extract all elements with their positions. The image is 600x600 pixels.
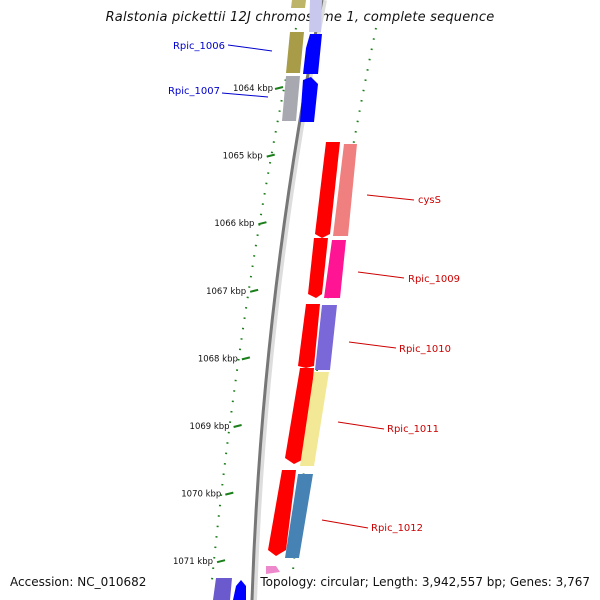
ruler-tick-1068 [241, 356, 251, 361]
gene-bottom-blue [233, 580, 246, 600]
ruler-tick-1067 [249, 288, 259, 293]
gene-leader-cysS [366, 194, 415, 201]
gene-rpic1006-khaki [286, 32, 304, 73]
ruler-label-1068: 1068 kbp [198, 354, 238, 364]
accession-text: Accession: NC_010682 [8, 575, 149, 589]
gene-leader-Rpic_1011 [337, 421, 385, 430]
ruler-tick-1070 [225, 491, 234, 496]
kbp-ruler: 1064 kbp 1065 kbp 1066 kbp 1067 kbp 1068 kbp… [173, 84, 284, 567]
gene-red-cyss [315, 142, 340, 238]
topology-summary: Topology: circular; Length: 3,942,557 bp… [258, 575, 592, 589]
ruler-tick-1069 [233, 424, 242, 428]
gene-bottom-slate [213, 578, 232, 600]
gene-rpic1007-grey [282, 76, 300, 121]
ruler-tick-1066 [258, 221, 267, 226]
ruler-label-1070: 1070 kbp [181, 490, 221, 500]
gene-rpic1006-blue [303, 34, 322, 74]
gene-pink-cyss [333, 144, 357, 236]
gene-leader-Rpic_1007 [221, 92, 269, 98]
gene-leader-Rpic_1010 [348, 341, 397, 349]
gene-label-cysS[interactable]: cysS [418, 195, 441, 206]
ruler-tick-1065 [266, 153, 275, 158]
ruler-label-1066: 1066 kbp [214, 219, 254, 229]
gene-labels: Rpic_1006 Rpic_1007 cysS Rpic_1009 Rpic_1010… [168, 41, 460, 534]
ruler-label-1067: 1067 kbp [206, 287, 246, 297]
gene-leader-Rpic_1009 [357, 271, 405, 279]
gene-bottom-pink [266, 566, 280, 574]
gene-red-1009 [308, 238, 328, 298]
ruler-label-1064: 1064 kbp [233, 84, 273, 94]
gene-red-1010 [298, 304, 320, 368]
gene-label-Rpic_1011[interactable]: Rpic_1011 [387, 424, 439, 435]
gene-purple-1010 [315, 305, 337, 370]
ruler-label-1071: 1071 kbp [173, 557, 213, 567]
gene-red-1012 [268, 470, 296, 556]
gene-rpic1007-blue [300, 77, 318, 122]
gene-label-Rpic_1012[interactable]: Rpic_1012 [371, 523, 423, 534]
ruler-label-1065: 1065 kbp [223, 152, 263, 162]
gene-steelblue-1012 [285, 474, 313, 558]
map-title: Ralstonia pickettii 12J chromosome 1, co… [105, 10, 495, 25]
ruler-tick-1071 [216, 559, 226, 564]
gene-top-pale-blue [309, 0, 322, 32]
gene-label-Rpic_1007[interactable]: Rpic_1007 [168, 86, 220, 97]
gene-label-Rpic_1010[interactable]: Rpic_1010 [399, 344, 451, 355]
ruler-tick-1064 [274, 86, 284, 90]
gene-yellow-1011 [300, 372, 329, 466]
gene-leader-Rpic_1012 [321, 519, 369, 529]
gene-magenta-1009 [324, 240, 346, 298]
gene-top-khaki [291, 0, 306, 8]
ruler-label-1069: 1069 kbp [190, 422, 230, 432]
gene-label-Rpic_1009[interactable]: Rpic_1009 [408, 274, 460, 285]
gene-label-Rpic_1006[interactable]: Rpic_1006 [173, 41, 225, 52]
gene-leader-Rpic_1006 [227, 44, 273, 52]
